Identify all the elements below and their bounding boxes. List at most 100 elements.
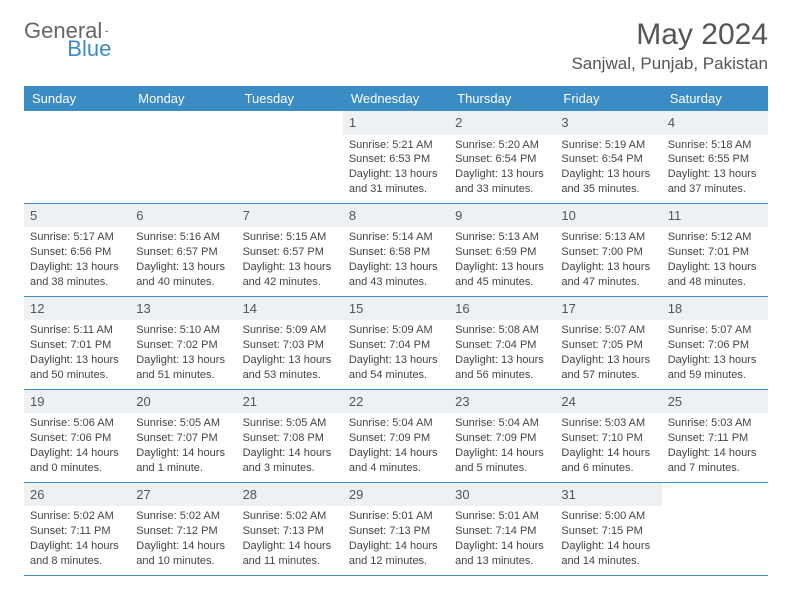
day-details: Sunrise: 5:17 AMSunset: 6:56 PMDaylight:… (24, 227, 130, 295)
daylight-text: Daylight: 13 hours and 57 minutes. (561, 353, 655, 383)
calendar-cell: 9Sunrise: 5:13 AMSunset: 6:59 PMDaylight… (449, 204, 555, 296)
header: General Blue May 2024 Sanjwal, Punjab, P… (24, 18, 768, 74)
day-details: Sunrise: 5:09 AMSunset: 7:04 PMDaylight:… (343, 320, 449, 388)
sunrise-text: Sunrise: 5:21 AM (349, 138, 443, 153)
sunrise-text: Sunrise: 5:01 AM (455, 509, 549, 524)
sunset-text: Sunset: 7:09 PM (455, 431, 549, 446)
day-details: Sunrise: 5:15 AMSunset: 6:57 PMDaylight:… (237, 227, 343, 295)
calendar-cell: 29Sunrise: 5:01 AMSunset: 7:13 PMDayligh… (343, 483, 449, 575)
sunset-text: Sunset: 7:06 PM (668, 338, 762, 353)
day-details: Sunrise: 5:01 AMSunset: 7:14 PMDaylight:… (449, 506, 555, 574)
daylight-text: Daylight: 13 hours and 35 minutes. (561, 167, 655, 197)
calendar-cell: 1Sunrise: 5:21 AMSunset: 6:53 PMDaylight… (343, 111, 449, 203)
daylight-text: Daylight: 14 hours and 3 minutes. (243, 446, 337, 476)
sunset-text: Sunset: 7:01 PM (668, 245, 762, 260)
day-number: 2 (449, 111, 555, 135)
calendar-cell: 26Sunrise: 5:02 AMSunset: 7:11 PMDayligh… (24, 483, 130, 575)
daylight-text: Daylight: 14 hours and 13 minutes. (455, 539, 549, 569)
calendar-cell: 23Sunrise: 5:04 AMSunset: 7:09 PMDayligh… (449, 390, 555, 482)
day-number: 17 (555, 297, 661, 321)
sunrise-text: Sunrise: 5:02 AM (30, 509, 124, 524)
daylight-text: Daylight: 14 hours and 7 minutes. (668, 446, 762, 476)
daylight-text: Daylight: 13 hours and 48 minutes. (668, 260, 762, 290)
calendar-cell: 30Sunrise: 5:01 AMSunset: 7:14 PMDayligh… (449, 483, 555, 575)
day-details: Sunrise: 5:08 AMSunset: 7:04 PMDaylight:… (449, 320, 555, 388)
weekday-thu: Thursday (449, 86, 555, 111)
calendar-cell: 13Sunrise: 5:10 AMSunset: 7:02 PMDayligh… (130, 297, 236, 389)
day-details: Sunrise: 5:01 AMSunset: 7:13 PMDaylight:… (343, 506, 449, 574)
day-number: 19 (24, 390, 130, 414)
weekday-header: Sunday Monday Tuesday Wednesday Thursday… (24, 86, 768, 111)
location-text: Sanjwal, Punjab, Pakistan (571, 54, 768, 74)
day-details: Sunrise: 5:20 AMSunset: 6:54 PMDaylight:… (449, 135, 555, 203)
daylight-text: Daylight: 13 hours and 42 minutes. (243, 260, 337, 290)
daylight-text: Daylight: 13 hours and 50 minutes. (30, 353, 124, 383)
calendar-cell: 31Sunrise: 5:00 AMSunset: 7:15 PMDayligh… (555, 483, 661, 575)
sunset-text: Sunset: 7:02 PM (136, 338, 230, 353)
sunset-text: Sunset: 7:04 PM (349, 338, 443, 353)
sunset-text: Sunset: 7:04 PM (455, 338, 549, 353)
sunrise-text: Sunrise: 5:14 AM (349, 230, 443, 245)
daylight-text: Daylight: 13 hours and 54 minutes. (349, 353, 443, 383)
sunrise-text: Sunrise: 5:04 AM (349, 416, 443, 431)
daylight-text: Daylight: 13 hours and 59 minutes. (668, 353, 762, 383)
calendar-cell: 24Sunrise: 5:03 AMSunset: 7:10 PMDayligh… (555, 390, 661, 482)
sunset-text: Sunset: 7:10 PM (561, 431, 655, 446)
day-details: Sunrise: 5:04 AMSunset: 7:09 PMDaylight:… (343, 413, 449, 481)
daylight-text: Daylight: 13 hours and 56 minutes. (455, 353, 549, 383)
sunrise-text: Sunrise: 5:05 AM (136, 416, 230, 431)
day-details: Sunrise: 5:04 AMSunset: 7:09 PMDaylight:… (449, 413, 555, 481)
sunrise-text: Sunrise: 5:05 AM (243, 416, 337, 431)
daylight-text: Daylight: 14 hours and 4 minutes. (349, 446, 443, 476)
daylight-text: Daylight: 14 hours and 1 minute. (136, 446, 230, 476)
day-number: 6 (130, 204, 236, 228)
day-number: 29 (343, 483, 449, 507)
day-number: 10 (555, 204, 661, 228)
sunrise-text: Sunrise: 5:10 AM (136, 323, 230, 338)
sunrise-text: Sunrise: 5:19 AM (561, 138, 655, 153)
page-title: May 2024 (571, 18, 768, 52)
daylight-text: Daylight: 14 hours and 11 minutes. (243, 539, 337, 569)
sunrise-text: Sunrise: 5:02 AM (243, 509, 337, 524)
day-number: 23 (449, 390, 555, 414)
sunrise-text: Sunrise: 5:20 AM (455, 138, 549, 153)
sunset-text: Sunset: 7:08 PM (243, 431, 337, 446)
day-number: 28 (237, 483, 343, 507)
day-number: 7 (237, 204, 343, 228)
sunrise-text: Sunrise: 5:07 AM (668, 323, 762, 338)
daylight-text: Daylight: 13 hours and 38 minutes. (30, 260, 124, 290)
calendar-cell: 3Sunrise: 5:19 AMSunset: 6:54 PMDaylight… (555, 111, 661, 203)
calendar-cell: 5Sunrise: 5:17 AMSunset: 6:56 PMDaylight… (24, 204, 130, 296)
sunrise-text: Sunrise: 5:15 AM (243, 230, 337, 245)
calendar-cell: 25Sunrise: 5:03 AMSunset: 7:11 PMDayligh… (662, 390, 768, 482)
sunset-text: Sunset: 7:09 PM (349, 431, 443, 446)
sunset-text: Sunset: 6:53 PM (349, 152, 443, 167)
sunrise-text: Sunrise: 5:06 AM (30, 416, 124, 431)
sunset-text: Sunset: 6:58 PM (349, 245, 443, 260)
calendar-week: 1Sunrise: 5:21 AMSunset: 6:53 PMDaylight… (24, 111, 768, 204)
daylight-text: Daylight: 14 hours and 8 minutes. (30, 539, 124, 569)
day-number: 15 (343, 297, 449, 321)
daylight-text: Daylight: 14 hours and 12 minutes. (349, 539, 443, 569)
weekday-sun: Sunday (24, 86, 130, 111)
day-number: 30 (449, 483, 555, 507)
day-number: 22 (343, 390, 449, 414)
day-number: 31 (555, 483, 661, 507)
calendar-body: 1Sunrise: 5:21 AMSunset: 6:53 PMDaylight… (24, 111, 768, 576)
calendar-cell: 27Sunrise: 5:02 AMSunset: 7:12 PMDayligh… (130, 483, 236, 575)
calendar-cell (237, 111, 343, 203)
logo-text-2: Blue (67, 36, 111, 62)
calendar-cell: 20Sunrise: 5:05 AMSunset: 7:07 PMDayligh… (130, 390, 236, 482)
sunrise-text: Sunrise: 5:09 AM (349, 323, 443, 338)
day-number: 4 (662, 111, 768, 135)
daylight-text: Daylight: 13 hours and 45 minutes. (455, 260, 549, 290)
sunrise-text: Sunrise: 5:18 AM (668, 138, 762, 153)
sunset-text: Sunset: 6:59 PM (455, 245, 549, 260)
sunrise-text: Sunrise: 5:03 AM (561, 416, 655, 431)
sunset-text: Sunset: 7:13 PM (243, 524, 337, 539)
calendar-cell: 4Sunrise: 5:18 AMSunset: 6:55 PMDaylight… (662, 111, 768, 203)
sunrise-text: Sunrise: 5:02 AM (136, 509, 230, 524)
calendar-cell: 10Sunrise: 5:13 AMSunset: 7:00 PMDayligh… (555, 204, 661, 296)
daylight-text: Daylight: 13 hours and 33 minutes. (455, 167, 549, 197)
calendar-cell: 22Sunrise: 5:04 AMSunset: 7:09 PMDayligh… (343, 390, 449, 482)
